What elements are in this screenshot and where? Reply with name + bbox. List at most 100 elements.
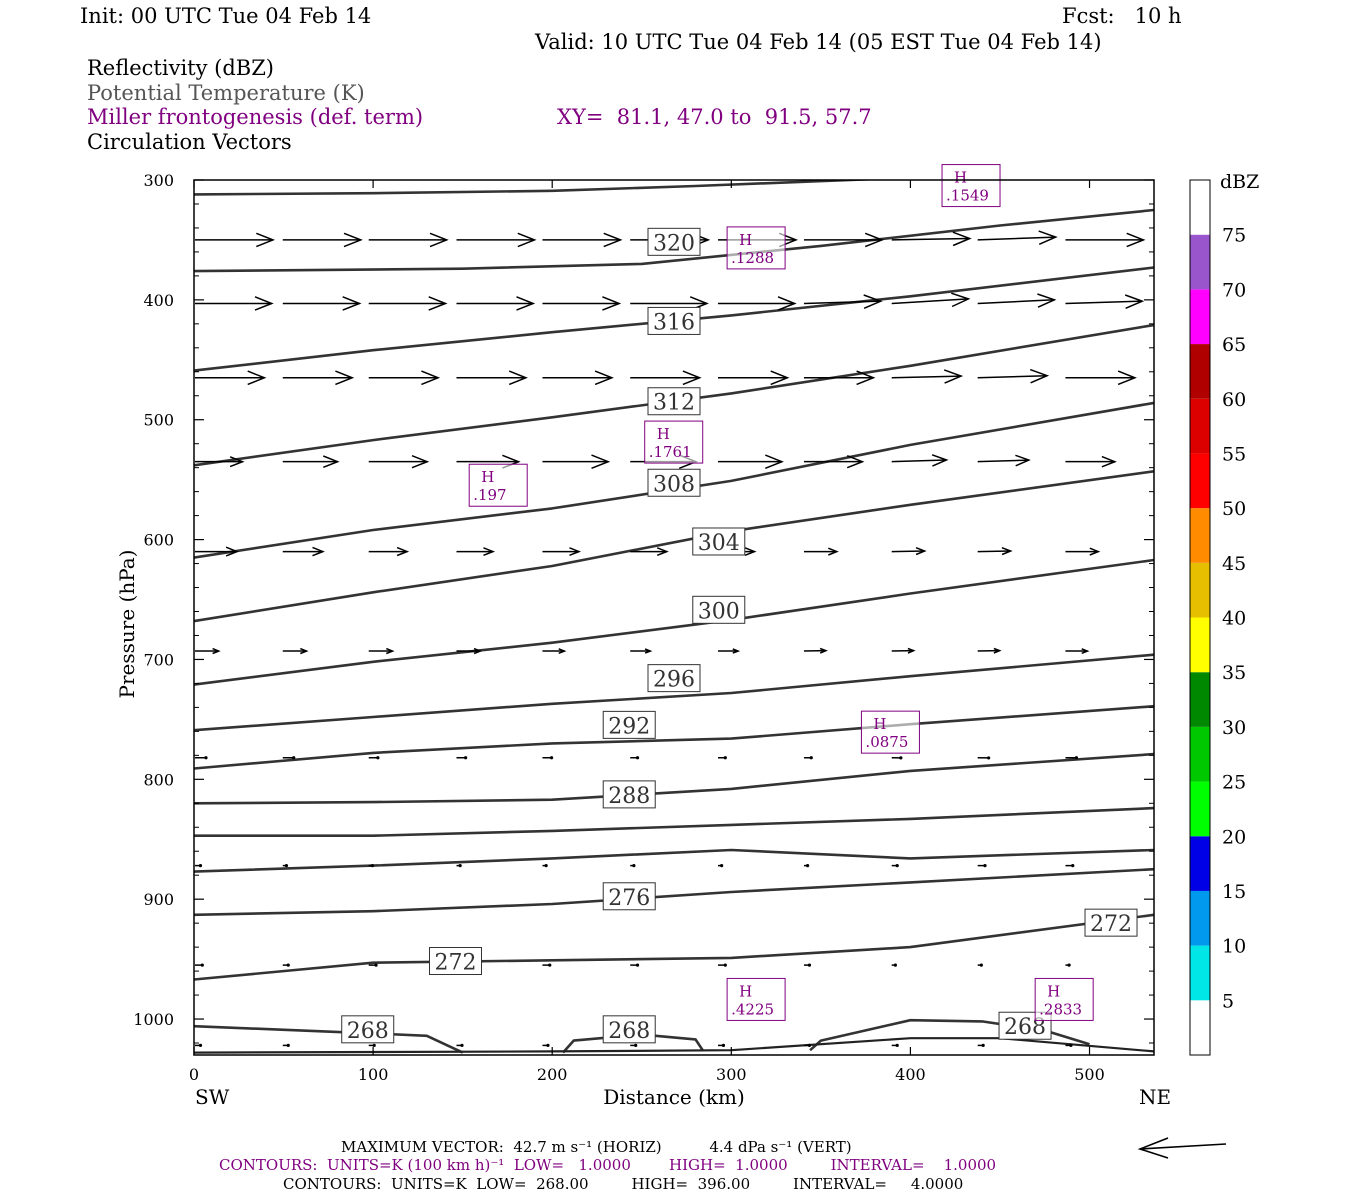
vector-head	[806, 864, 810, 868]
y-tick-label: 600	[143, 531, 174, 550]
fgen-max-value: .1761	[649, 443, 692, 461]
vector-arrow	[195, 546, 240, 557]
theta-contour-304	[194, 470, 1154, 623]
vector-head	[1101, 455, 1117, 468]
vector-head	[682, 370, 702, 386]
vector-arrow	[195, 370, 267, 386]
vector-arrow	[368, 647, 395, 655]
contour-label-box	[1084, 908, 1138, 937]
legend-potential-temperature: Potential Temperature (K)	[87, 81, 365, 105]
fgen-max-value: .0875	[865, 733, 908, 751]
colorbar-tick-label: 5	[1222, 990, 1234, 1012]
vector-head	[198, 864, 203, 868]
vector-arrow	[195, 756, 208, 760]
vector-arrow	[977, 546, 1013, 556]
vector-head	[483, 547, 496, 556]
vector-arrow	[282, 647, 309, 655]
fgen-max-symbol: H	[873, 715, 886, 733]
colorbar-tick-label: 25	[1222, 772, 1246, 794]
vector-head	[1067, 963, 1071, 967]
reference-vector-arrow	[1137, 1137, 1227, 1159]
contour-label-box	[602, 780, 656, 809]
vector-head	[594, 370, 614, 386]
vector-arrow	[717, 648, 741, 654]
contour-label-312: 312	[647, 387, 701, 416]
theta-contour-284	[194, 806, 1154, 838]
colorbar-tick-label: 75	[1222, 225, 1246, 247]
vector-arrow	[282, 1043, 290, 1048]
y-tick-label: 700	[143, 650, 174, 669]
colorbar-segment	[1190, 562, 1210, 618]
y-tick-label: 500	[143, 411, 174, 430]
fgen-max-box	[726, 226, 786, 270]
fgen-max-box	[468, 463, 528, 507]
fgen-max: H.1549	[941, 164, 1001, 208]
vector-head	[286, 963, 290, 967]
colorbar-tick-label: 60	[1222, 389, 1246, 411]
vector-head	[323, 455, 340, 468]
vector-head	[635, 756, 640, 760]
vector-arrow	[456, 864, 462, 868]
vector-arrow	[1065, 232, 1146, 248]
fgen-max: H.197	[468, 463, 528, 507]
vector-arrow	[803, 294, 883, 309]
vector-head	[458, 864, 462, 868]
vector-arrow	[195, 296, 274, 311]
vector-head	[723, 963, 727, 967]
vector-head	[464, 756, 468, 760]
vector-arrow	[803, 370, 876, 386]
vector-arrow	[368, 1043, 376, 1048]
vector-arrow	[891, 369, 964, 384]
sw-label: SW	[195, 1085, 230, 1109]
contour-label-box	[428, 947, 482, 976]
colorbar-tick-label: 65	[1222, 334, 1246, 356]
vector-arrow	[630, 547, 669, 556]
vector-head	[1126, 232, 1146, 248]
vector-arrow	[282, 756, 296, 760]
cross-section-coordinates: XY= 81.1, 47.0 to 91.5, 57.7	[557, 105, 872, 129]
vector-head	[635, 963, 640, 967]
vector-shaft	[977, 459, 1029, 463]
theta-contour-272	[194, 913, 1154, 981]
vector-head	[952, 231, 972, 247]
vector-head	[931, 454, 949, 467]
vector-shaft	[891, 375, 962, 379]
fgen-max: H.1288	[726, 226, 786, 270]
vector-head	[807, 1043, 812, 1048]
contour-label-316: 316	[647, 306, 701, 335]
axes: 0 100 200 300 400 500 300 400 500 600 700 800 900 100…	[133, 171, 1154, 1084]
x-axis-label: Distance (km)	[603, 1085, 745, 1109]
vector-head	[907, 647, 916, 654]
colorbar-tick-label: 45	[1222, 553, 1246, 575]
vector-arrow	[891, 963, 897, 967]
vector-head	[516, 296, 536, 311]
vector-head	[374, 963, 378, 967]
vector-head	[777, 296, 797, 311]
vector-head	[335, 370, 355, 386]
vector-arrow	[891, 546, 927, 556]
fgen-max-box	[860, 710, 920, 754]
vector-head	[981, 1043, 985, 1048]
vector-arrow	[977, 230, 1058, 245]
vector-shaft	[891, 459, 947, 463]
vector-arrow	[803, 963, 812, 967]
vector-head	[602, 296, 622, 311]
vector-arrow	[630, 864, 636, 868]
vector-arrow	[282, 546, 325, 557]
vector-head	[951, 292, 971, 308]
vector-arrow	[1065, 864, 1075, 868]
vector-arrow	[1065, 963, 1071, 967]
vector-arrow	[1065, 756, 1079, 760]
vector-head	[828, 547, 839, 556]
contour-label-276: 276	[602, 882, 656, 911]
colorbar-segment	[1190, 289, 1210, 345]
vector-head	[1071, 864, 1075, 868]
fgen-contour-note: CONTOURS: UNITS=K (100 km h)⁻¹ LOW= 1.00…	[219, 1156, 997, 1174]
vector-arrow	[717, 963, 727, 967]
vector-arrow	[803, 647, 828, 654]
contour-label-292: 292	[602, 710, 656, 739]
vector-head	[863, 294, 883, 309]
vector-head	[286, 1043, 290, 1048]
colorbar: 5 10 15 20 25 30 35 40 45 50 55 60 65 70 75 dBZ	[1189, 171, 1259, 1056]
contour-label-box	[647, 387, 701, 416]
